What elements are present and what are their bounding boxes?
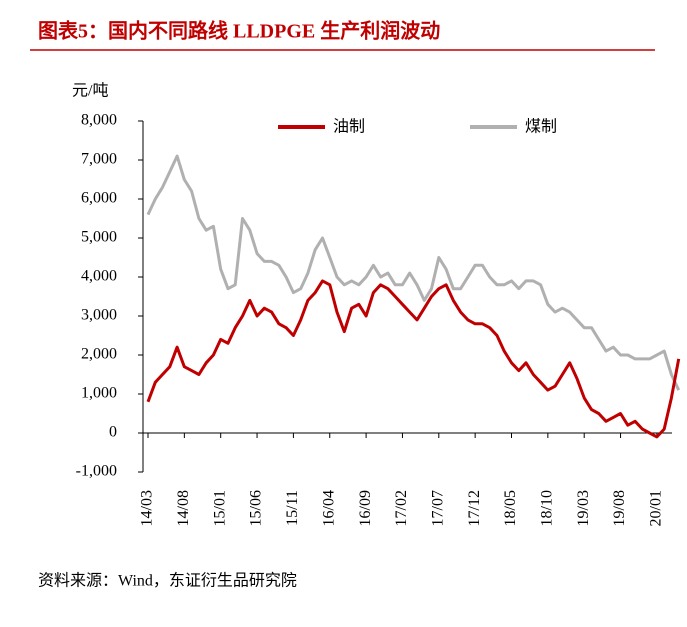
x-tick-label: 16/04 bbox=[320, 490, 337, 526]
y-tick-label: 6,000 bbox=[81, 190, 117, 207]
legend-label: 油制 bbox=[333, 118, 365, 136]
x-tick-label: 17/07 bbox=[429, 490, 446, 526]
source: 资料来源：Wind，东证衍生品研究院 bbox=[38, 572, 297, 590]
series-line bbox=[146, 154, 681, 391]
x-tick-label: 16/09 bbox=[357, 490, 374, 526]
x-tick-label: 17/02 bbox=[393, 490, 410, 526]
y-axis-label: 元/吨 bbox=[72, 82, 108, 100]
x-tick-label: 18/10 bbox=[539, 490, 556, 526]
series-line bbox=[146, 279, 681, 439]
x-tick-label: 20/01 bbox=[648, 490, 665, 526]
x-tick-label: 18/05 bbox=[502, 490, 519, 526]
y-tick-label: 7,000 bbox=[81, 151, 117, 168]
legend-label: 煤制 bbox=[525, 118, 557, 136]
x-tick-label: 17/12 bbox=[466, 490, 483, 526]
y-tick-label: 5,000 bbox=[81, 229, 117, 246]
y-tick-label: -1,000 bbox=[76, 463, 117, 480]
x-tick-label: 15/11 bbox=[284, 490, 301, 526]
y-tick-label: 4,000 bbox=[81, 268, 117, 285]
x-tick-label: 19/03 bbox=[575, 490, 592, 526]
x-tick-label: 15/06 bbox=[248, 490, 265, 526]
chart-title: 图表5：国内不同路线 LLDPGE 生产利润波动 bbox=[38, 19, 440, 43]
y-tick-label: 3,000 bbox=[81, 307, 117, 324]
y-tick-label: 0 bbox=[109, 424, 117, 441]
y-tick-label: 2,000 bbox=[81, 346, 117, 363]
x-tick-label: 14/08 bbox=[175, 490, 192, 526]
y-tick-label: 8,000 bbox=[81, 112, 117, 129]
x-tick-label: 15/01 bbox=[211, 490, 228, 526]
y-tick-label: 1,000 bbox=[81, 385, 117, 402]
x-tick-label: 14/03 bbox=[139, 490, 156, 526]
x-tick-label: 19/08 bbox=[611, 490, 628, 526]
